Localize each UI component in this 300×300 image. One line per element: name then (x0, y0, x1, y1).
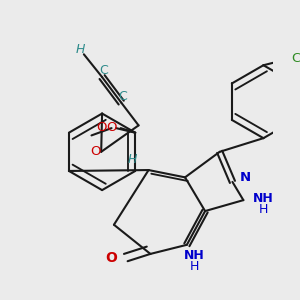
Text: NH: NH (184, 249, 205, 262)
Text: O: O (106, 121, 117, 134)
Text: O: O (91, 145, 101, 158)
Text: C: C (119, 90, 128, 103)
Text: C: C (100, 64, 108, 77)
Text: O: O (96, 121, 107, 134)
Text: NH: NH (253, 192, 274, 205)
Text: H: H (76, 43, 85, 56)
Text: Cl: Cl (292, 52, 300, 65)
Text: N: N (240, 171, 251, 184)
Text: H: H (128, 153, 137, 166)
Text: H: H (259, 203, 268, 216)
Text: H: H (190, 260, 199, 273)
Text: O: O (105, 250, 117, 265)
